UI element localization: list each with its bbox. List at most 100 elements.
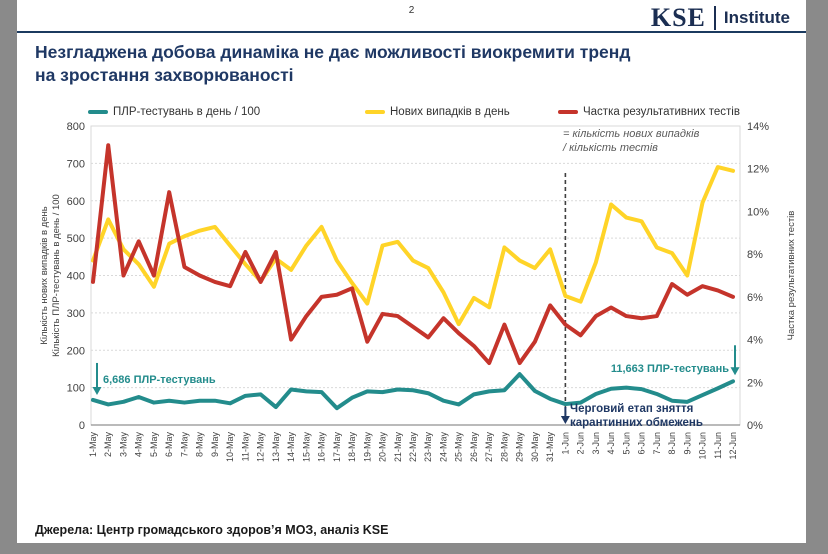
formula-note-line1: = кількість нових випадків — [563, 128, 700, 140]
legend-label-new-cases: Нових випадків в день — [390, 106, 510, 118]
svg-text:23-May: 23-May — [423, 432, 433, 463]
annotation-tests-end: 11,663 ПЛР-тестувань — [610, 363, 729, 375]
svg-text:16-May: 16-May — [317, 432, 327, 463]
svg-text:6%: 6% — [747, 292, 763, 304]
svg-text:Кількість нових випадків в ден: Кількість нових випадків в день — [39, 206, 50, 344]
svg-text:15-May: 15-May — [301, 432, 311, 463]
red-line-swatch-icon — [558, 110, 578, 114]
svg-text:19-May: 19-May — [362, 432, 372, 463]
legend-item-new-cases: Нових випадків в день — [365, 106, 510, 118]
axis-titles: Кількість нових випадків в день Кількість… — [39, 194, 797, 357]
svg-text:0: 0 — [79, 420, 85, 432]
slide: 2 KSE Institute Незгладжена добова динам… — [17, 0, 806, 543]
kse-logo: KSE Institute — [651, 3, 790, 33]
legend-label-positive-share: Частка результативних тестів — [583, 106, 740, 118]
svg-text:14%: 14% — [747, 121, 769, 133]
svg-text:3-Jun: 3-Jun — [591, 432, 601, 455]
svg-text:Кількість ПЛР-тестувань в день: Кількість ПЛР-тестувань в день / 100 — [51, 194, 62, 357]
svg-text:8-May: 8-May — [195, 432, 205, 458]
logo-divider — [713, 6, 716, 30]
svg-text:12-Jun: 12-Jun — [728, 432, 738, 460]
svg-text:2%: 2% — [747, 377, 763, 389]
svg-text:13-May: 13-May — [271, 432, 281, 463]
legend-item-pcr-tests: ПЛР-тестувань в день / 100 — [88, 106, 260, 118]
line-chart: 0 100 200 300 400 500 600 700 800 0% 2% 4% 6% 8% 10% 12… — [39, 121, 797, 462]
svg-text:4%: 4% — [747, 335, 763, 347]
svg-text:17-May: 17-May — [332, 432, 342, 463]
teal-line-swatch-icon — [88, 110, 108, 114]
svg-text:500: 500 — [67, 233, 85, 245]
svg-text:700: 700 — [67, 158, 85, 170]
svg-text:800: 800 — [67, 121, 85, 133]
annotation-quarantine: Черговий етап зняття карантинних обмежен… — [570, 402, 703, 430]
svg-text:10%: 10% — [747, 206, 769, 218]
svg-text:600: 600 — [67, 196, 85, 208]
svg-text:3-May: 3-May — [118, 432, 128, 458]
svg-text:18-May: 18-May — [347, 432, 357, 463]
svg-text:27-May: 27-May — [484, 432, 494, 463]
svg-text:100: 100 — [67, 383, 85, 395]
positive-share-formula-note: = кількість нових випадків / кількість т… — [563, 127, 699, 155]
svg-text:30-May: 30-May — [530, 432, 540, 463]
svg-text:11-May: 11-May — [240, 432, 250, 462]
svg-text:29-May: 29-May — [515, 432, 525, 463]
svg-text:5-May: 5-May — [149, 432, 159, 458]
annotation-arrows — [92, 345, 740, 424]
svg-text:6-May: 6-May — [164, 432, 174, 458]
slide-title: Незгладжена добова динаміка не дає можли… — [35, 41, 800, 87]
svg-text:300: 300 — [67, 308, 85, 320]
svg-text:9-Jun: 9-Jun — [682, 432, 692, 455]
sources-footer: Джерела: Центр громадського здоров’я МОЗ… — [35, 523, 389, 537]
svg-text:400: 400 — [67, 271, 85, 283]
svg-text:7-Jun: 7-Jun — [652, 432, 662, 455]
svg-text:24-May: 24-May — [438, 432, 448, 463]
svg-text:31-May: 31-May — [545, 432, 555, 463]
svg-text:200: 200 — [67, 345, 85, 357]
svg-text:2-Jun: 2-Jun — [576, 432, 586, 455]
svg-text:1-Jun: 1-Jun — [560, 432, 570, 455]
svg-text:10-Jun: 10-Jun — [698, 432, 708, 460]
svg-text:1-May: 1-May — [88, 432, 98, 458]
axis-tick-labels: 0 100 200 300 400 500 600 700 800 0% 2% 4% 6% 8% 10% 12… — [67, 121, 770, 462]
legend-item-positive-share: Частка результативних тестів — [558, 106, 740, 118]
series-line-2 — [91, 143, 735, 366]
svg-text:12%: 12% — [747, 164, 769, 176]
svg-text:8-Jun: 8-Jun — [667, 432, 677, 455]
kse-logo-text: KSE — [650, 3, 706, 32]
formula-note-line2: / кількість тестів — [563, 142, 658, 154]
annotation-quarantine-line2: карантинних обмежень — [570, 417, 703, 429]
svg-text:14-May: 14-May — [286, 432, 296, 463]
svg-text:Частка результативних тестів: Частка результативних тестів — [786, 211, 797, 341]
gridlines — [90, 125, 741, 426]
svg-text:22-May: 22-May — [408, 432, 418, 463]
annotation-quarantine-line1: Черговий етап зняття — [570, 403, 694, 415]
yellow-line-swatch-icon — [365, 110, 385, 114]
svg-text:8%: 8% — [747, 249, 763, 261]
page-number: 2 — [408, 5, 415, 16]
series-line-1 — [91, 165, 735, 327]
svg-text:6-Jun: 6-Jun — [637, 432, 647, 455]
svg-text:21-May: 21-May — [393, 432, 403, 463]
svg-text:4-May: 4-May — [134, 432, 144, 458]
annotation-tests-start: 6,686 ПЛР-тестувань — [103, 374, 216, 386]
svg-text:11-Jun: 11-Jun — [713, 432, 723, 459]
svg-text:0%: 0% — [747, 420, 763, 432]
slide-title-line1: Незгладжена добова динаміка не дає можли… — [35, 42, 631, 62]
data-series — [91, 143, 735, 411]
svg-text:4-Jun: 4-Jun — [606, 432, 616, 455]
header-divider-line — [17, 31, 806, 33]
svg-text:20-May: 20-May — [378, 432, 388, 463]
legend-label-pcr-tests: ПЛР-тестувань в день / 100 — [113, 106, 261, 118]
svg-text:9-May: 9-May — [210, 432, 220, 458]
svg-text:25-May: 25-May — [454, 432, 464, 463]
svg-text:28-May: 28-May — [499, 432, 509, 463]
svg-text:7-May: 7-May — [179, 432, 189, 458]
svg-text:26-May: 26-May — [469, 432, 479, 463]
svg-text:12-May: 12-May — [256, 432, 266, 463]
institute-text: Institute — [723, 8, 790, 27]
svg-text:5-Jun: 5-Jun — [621, 432, 631, 455]
svg-text:10-May: 10-May — [225, 432, 235, 463]
svg-text:2-May: 2-May — [103, 432, 113, 458]
slide-title-line2: на зростання захворюваності — [35, 65, 294, 85]
